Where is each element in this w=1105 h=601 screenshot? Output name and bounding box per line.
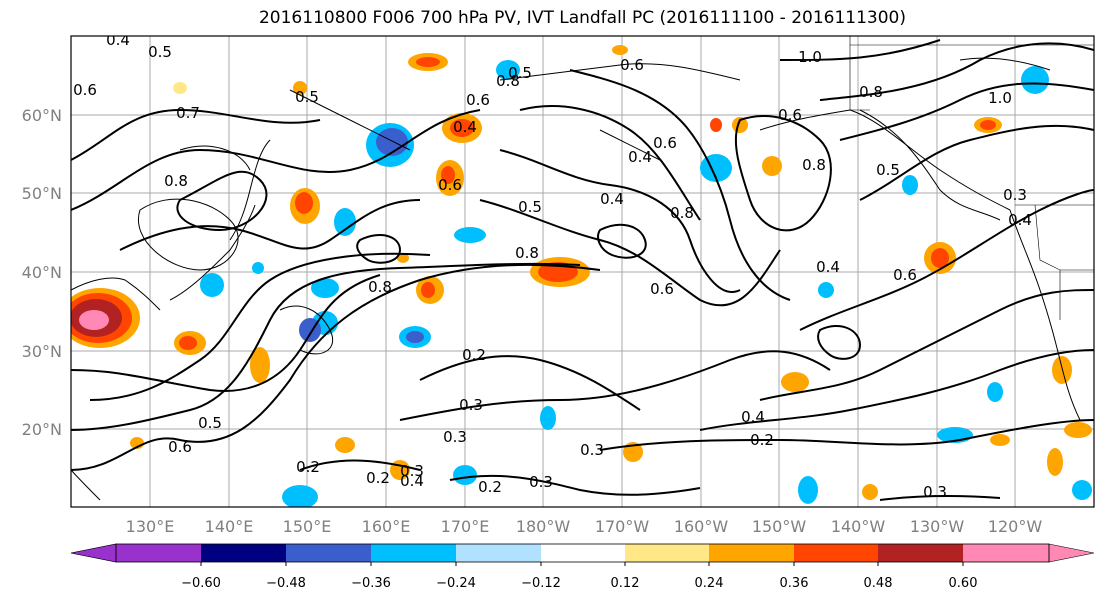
colorbar-tick-label: −0.12 bbox=[521, 576, 561, 591]
colorbar-tick-label: 0.12 bbox=[611, 576, 640, 591]
contour-label: 0.8 bbox=[164, 172, 188, 190]
colorbar bbox=[70, 543, 1095, 563]
lat-label: 20°N bbox=[22, 420, 62, 439]
colorbar-tick-label: −0.48 bbox=[266, 576, 306, 591]
lon-label: 140°W bbox=[831, 517, 886, 536]
colorbar-tick-label: 0.60 bbox=[949, 576, 978, 591]
colorbar-swatch bbox=[878, 544, 963, 562]
colorbar-swatch bbox=[963, 544, 1049, 562]
map-frame bbox=[70, 35, 1095, 508]
lat-label: 30°N bbox=[22, 342, 62, 361]
contour-label: 0.4 bbox=[400, 472, 424, 490]
contour-label: 0.6 bbox=[73, 81, 97, 99]
colorbar-extend-max bbox=[1048, 543, 1095, 563]
contour-label: 0.6 bbox=[168, 438, 192, 456]
contour-label: 0.8 bbox=[802, 156, 826, 174]
contour-label: 0.5 bbox=[876, 161, 900, 179]
contour-label: 0.8 bbox=[496, 72, 520, 90]
lat-label: 50°N bbox=[22, 184, 62, 203]
contour-label: 0.3 bbox=[1003, 186, 1027, 204]
contour-label: 0.7 bbox=[176, 104, 200, 122]
contour-label: 0.3 bbox=[580, 441, 604, 459]
contour-label: 0.3 bbox=[459, 396, 483, 414]
contour-label: 0.3 bbox=[529, 473, 553, 491]
lon-label: 130°W bbox=[910, 517, 965, 536]
colorbar-swatch bbox=[709, 544, 794, 562]
colorbar-extend-min-cap bbox=[70, 543, 117, 563]
contour-label: 0.6 bbox=[466, 91, 490, 109]
contour-label: 0.2 bbox=[462, 346, 486, 364]
colorbar-swatch bbox=[456, 544, 541, 562]
lon-label: 170°E bbox=[441, 517, 490, 536]
contour-label: 0.6 bbox=[438, 176, 462, 194]
colorbar-swatch bbox=[201, 544, 286, 562]
lon-label: 120°W bbox=[988, 517, 1043, 536]
lon-label: 150°E bbox=[283, 517, 332, 536]
colorbar-tick-label: 0.48 bbox=[864, 576, 893, 591]
lon-label: 150°W bbox=[752, 517, 807, 536]
colorbar-swatch bbox=[286, 544, 371, 562]
contour-label: 0.8 bbox=[515, 244, 539, 262]
contour-label: 0.2 bbox=[478, 478, 502, 496]
lat-label: 40°N bbox=[22, 263, 62, 282]
contour-label: 0.6 bbox=[620, 56, 644, 74]
ivt-contours bbox=[71, 39, 1094, 501]
contour-label: 0.6 bbox=[650, 280, 674, 298]
lon-label: 130°E bbox=[126, 517, 175, 536]
contour-label: 0.8 bbox=[859, 83, 883, 101]
contour-label: 0.3 bbox=[923, 483, 947, 501]
contour-label: 0.5 bbox=[518, 198, 542, 216]
colorbar-tick-label: −0.24 bbox=[436, 576, 476, 591]
contour-label: 0.8 bbox=[670, 204, 694, 222]
colorbar-frame bbox=[115, 543, 1050, 563]
contour-label: 0.4 bbox=[1008, 211, 1032, 229]
contour-label: 0.6 bbox=[893, 266, 917, 284]
borders bbox=[849, 36, 1094, 320]
lon-label: 160°W bbox=[674, 517, 729, 536]
colorbar-swatch bbox=[625, 544, 709, 562]
colorbar-tick-label: −0.60 bbox=[181, 576, 221, 591]
colorbar-ticks: −0.60 −0.48 −0.36 −0.24 −0.12 0.12 0.24 0.36 0.4… bbox=[181, 562, 977, 591]
contour-label: 0.5 bbox=[198, 414, 222, 432]
contour-label: 1.0 bbox=[988, 89, 1012, 107]
lon-label: 140°E bbox=[205, 517, 254, 536]
longitude-labels: 130°E 140°E 150°E 160°E 170°E 180°W 170°W 160°W… bbox=[126, 517, 1043, 536]
contour-label: 0.4 bbox=[628, 148, 652, 166]
contour-label: 0.3 bbox=[400, 462, 424, 480]
contour-label: 0.3 bbox=[443, 428, 467, 446]
contour-label: 0.4 bbox=[741, 408, 765, 426]
contour-label: 0.2 bbox=[296, 458, 320, 476]
contour-labels: 0.40.50.60.70.80.40.60.50.60.80.5 0.40.60… bbox=[73, 31, 1032, 501]
colorbar-tick-label: 0.24 bbox=[695, 576, 724, 591]
contour-label: 0.4 bbox=[816, 258, 840, 276]
contour-label: 0.4 bbox=[106, 31, 130, 49]
colorbar-swatch bbox=[541, 544, 625, 562]
contour-label: 0.5 bbox=[148, 43, 172, 61]
contour-label: 1.0 bbox=[798, 48, 822, 66]
coastlines bbox=[71, 63, 1081, 501]
lon-label: 170°W bbox=[595, 517, 650, 536]
contour-label: 0.5 bbox=[295, 88, 319, 106]
latitude-labels: 60°N 50°N 40°N 30°N 20°N bbox=[22, 106, 62, 439]
contour-label: 0.2 bbox=[366, 469, 390, 487]
colorbar-swatch bbox=[116, 544, 201, 562]
contour-label: 0.4 bbox=[453, 118, 477, 136]
contour-label: 0.6 bbox=[653, 134, 677, 152]
pv-contours bbox=[137, 57, 1051, 355]
colorbar-swatch bbox=[794, 544, 878, 562]
colorbar-tick-label: −0.36 bbox=[351, 576, 391, 591]
contour-label: 0.2 bbox=[750, 431, 774, 449]
map-title: 2016110800 F006 700 hPa PV, IVT Landfall… bbox=[258, 8, 906, 28]
colorbar-swatch bbox=[371, 544, 456, 562]
lon-label: 180°W bbox=[516, 517, 571, 536]
lon-label: 160°E bbox=[362, 517, 411, 536]
lat-label: 60°N bbox=[22, 106, 62, 125]
colorbar-tick-label: 0.36 bbox=[780, 576, 809, 591]
contour-label: 0.8 bbox=[368, 278, 392, 296]
contour-label: 0.5 bbox=[508, 64, 532, 82]
contour-label: 0.6 bbox=[778, 106, 802, 124]
contour-label: 0.4 bbox=[600, 190, 624, 208]
